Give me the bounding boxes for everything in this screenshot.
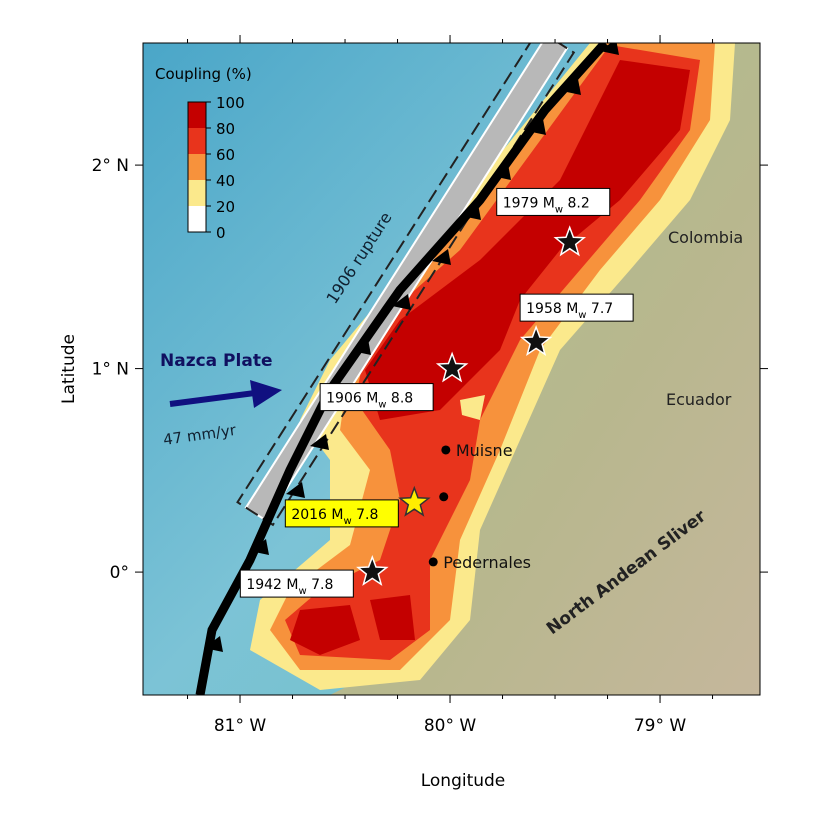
trench-tooth bbox=[562, 79, 581, 95]
colorbar-frame bbox=[187, 101, 207, 233]
quake-subscript: w bbox=[578, 310, 586, 321]
colorbar-tick-label: 80 bbox=[216, 120, 235, 138]
quake-star bbox=[519, 324, 553, 357]
trench-tooth bbox=[392, 294, 411, 310]
x-tick-label: 81° W bbox=[214, 716, 267, 736]
y-tick-label: 0° bbox=[110, 563, 129, 583]
quake-subscript: w bbox=[298, 586, 306, 597]
trench-tooth bbox=[204, 636, 223, 652]
colorbar-tick-label: 20 bbox=[216, 198, 235, 216]
colorbar-swatch bbox=[188, 206, 206, 232]
quake-magnitude: 7.8 bbox=[352, 507, 379, 523]
quake-magnitude: 7.7 bbox=[586, 301, 613, 317]
x-axis-label: Longitude bbox=[421, 771, 506, 791]
quake-subscript: w bbox=[555, 204, 563, 215]
colorbar-swatch bbox=[188, 180, 206, 206]
quake-year: 1906 M bbox=[326, 391, 378, 407]
quake-label-box bbox=[496, 187, 611, 216]
quake-subscript: w bbox=[344, 516, 352, 527]
town-label: Pedernales bbox=[443, 553, 531, 572]
y-tick-label: 1° N bbox=[92, 360, 129, 380]
town-label: Muisne bbox=[456, 441, 513, 460]
town bbox=[441, 445, 451, 455]
plate-arrow bbox=[169, 390, 256, 407]
x-tick-label: 79° W bbox=[634, 716, 687, 736]
quake-star bbox=[435, 351, 469, 383]
trench-tooth bbox=[600, 43, 619, 55]
quake-label: 1906 Mw 8.8 bbox=[326, 391, 413, 411]
colorbar-swatch bbox=[188, 154, 206, 180]
quake-label-box bbox=[284, 499, 399, 528]
plate-label: Nazca Plate bbox=[160, 351, 272, 371]
rupture-outline bbox=[236, 43, 576, 527]
trench-tooth bbox=[527, 119, 546, 135]
trench-tooth bbox=[310, 434, 329, 450]
quake-label-box bbox=[319, 383, 434, 412]
colorbar-tick-label: 0 bbox=[216, 224, 226, 242]
y-tick-label: 2° N bbox=[92, 156, 129, 176]
country-label: Ecuador bbox=[666, 390, 732, 409]
trench-tooth bbox=[462, 204, 481, 220]
trench-tooth bbox=[286, 482, 305, 498]
quake-star bbox=[398, 485, 431, 517]
quake-star bbox=[553, 225, 587, 257]
colorbar-swatch bbox=[188, 102, 206, 128]
trench-tooth bbox=[250, 539, 269, 555]
trench-tooth bbox=[432, 249, 451, 265]
quake-label-box bbox=[519, 293, 634, 322]
x-tick-label: 80° W bbox=[424, 716, 477, 736]
quake-year: 1979 M bbox=[503, 195, 555, 211]
trench-teeth bbox=[204, 43, 619, 652]
quake-label-box bbox=[239, 569, 354, 598]
quake-label: 1942 Mw 7.8 bbox=[246, 577, 333, 597]
quake-label: 1958 Mw 7.7 bbox=[526, 301, 613, 321]
country-label: Colombia bbox=[668, 228, 743, 247]
colorbar-title: Coupling (%) bbox=[155, 65, 252, 83]
town bbox=[428, 557, 438, 567]
trench-tooth bbox=[492, 164, 511, 180]
trench-tooth bbox=[352, 339, 371, 355]
quake-magnitude: 8.2 bbox=[563, 195, 590, 211]
quake-magnitude: 8.8 bbox=[386, 391, 413, 407]
colorbar-tick-label: 40 bbox=[216, 172, 235, 190]
quake-label: 2016 Mw 7.8 bbox=[291, 507, 378, 527]
colorbar-swatch bbox=[188, 128, 206, 154]
quake-star bbox=[356, 554, 389, 586]
plate-arrowhead bbox=[250, 380, 282, 408]
quake-year: 2016 M bbox=[291, 507, 343, 523]
quake-subscript: w bbox=[378, 400, 386, 411]
quake-year: 1958 M bbox=[526, 301, 578, 317]
y-axis-label: Latitude bbox=[59, 334, 79, 404]
town bbox=[439, 492, 449, 502]
colorbar-tick-label: 100 bbox=[216, 94, 245, 112]
colorbar-tick-label: 60 bbox=[216, 146, 235, 164]
quake-label: 1979 Mw 8.2 bbox=[503, 195, 590, 215]
quake-magnitude: 7.8 bbox=[307, 577, 334, 593]
quake-year: 1942 M bbox=[246, 577, 298, 593]
